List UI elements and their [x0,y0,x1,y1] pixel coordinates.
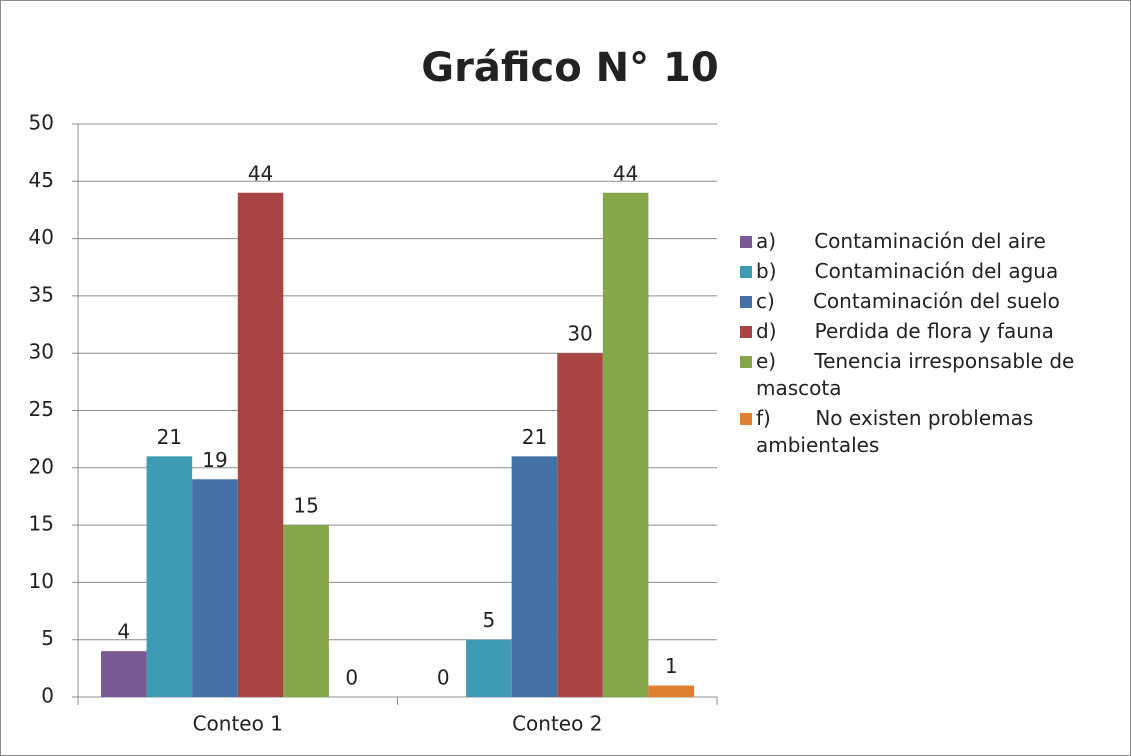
data-label: 44 [248,161,273,185]
data-label: 44 [613,161,638,185]
data-label: 21 [157,425,182,449]
legend-item: e) Tenencia irresponsable de mascota [740,348,1106,402]
bar [237,192,284,697]
y-tick-label: 50 [29,111,54,135]
chart-title: Gráfico N° 10 [421,45,718,91]
legend-label: d) Perdida de flora y fauna [756,319,1054,343]
legend-label: c) Contaminación del suelo [756,289,1060,313]
data-label: 4 [117,620,130,644]
legend-swatch [740,356,752,368]
y-tick-label: 0 [41,684,54,708]
data-label: 19 [202,448,227,472]
legend-swatch [740,326,752,338]
legend-item: c) Contaminación del suelo [740,288,1106,315]
y-tick-label: 20 [29,454,54,478]
legend-label: e) Tenencia irresponsable de mascota [756,349,1081,400]
x-tick-label: Conteo 2 [512,712,602,736]
data-label: 0 [437,666,450,690]
legend-swatch [740,413,752,425]
bar [511,456,558,697]
data-label: 21 [522,425,547,449]
data-label: 0 [345,666,358,690]
bar [466,639,512,697]
legend: a) Contaminación del aire b) Contaminació… [740,228,1120,462]
y-tick-label: 40 [29,225,54,249]
bar [146,456,193,697]
x-tick-label: Conteo 1 [193,712,283,736]
legend-swatch [740,296,752,308]
y-tick-label: 25 [29,397,54,421]
legend-swatch [740,266,752,278]
bar [192,479,238,697]
legend-item: b) Contaminación del agua [740,258,1106,285]
y-tick-label: 45 [29,168,54,192]
legend-label: b) Contaminación del agua [756,259,1059,283]
legend-item: d) Perdida de flora y fauna [740,318,1106,345]
legend-item: a) Contaminación del aire [740,228,1106,255]
bar [101,651,147,697]
data-label: 5 [483,608,496,632]
bar [648,685,694,697]
legend-item: f) No existen problemas ambientales [740,405,1106,459]
y-tick-label: 30 [29,340,54,364]
y-tick-label: 10 [29,569,54,593]
bar [283,525,329,697]
legend-swatch [740,236,752,248]
bar [602,192,649,697]
y-tick-label: 5 [41,626,54,650]
data-label: 30 [567,322,592,346]
data-label: 15 [293,494,318,518]
legend-label: a) Contaminación del aire [756,229,1046,253]
legend-label: f) No existen problemas ambientales [756,406,1040,457]
y-tick-label: 35 [29,282,54,306]
data-label: 1 [665,654,678,678]
y-tick-label: 15 [29,512,54,536]
bar [557,353,603,697]
